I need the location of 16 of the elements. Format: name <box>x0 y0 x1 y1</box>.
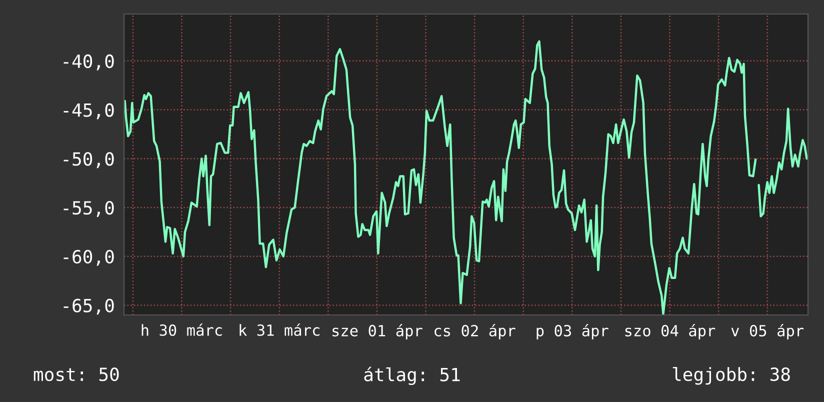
x-tick-label: sze 01 ápr <box>332 324 422 340</box>
x-tick-label: cs 02 ápr <box>434 324 516 340</box>
text: legjobb: 38 <box>672 367 790 385</box>
x-tick-label: p 03 ápr <box>536 324 608 340</box>
y-tick-label: -45,0 <box>64 103 114 120</box>
x-tick-label: h 30 márc <box>142 324 222 336</box>
x-tick-label: k 31 márc <box>240 324 320 336</box>
x-tick-label: szo 04 ápr <box>625 324 716 340</box>
x-tick-label: v 05 ápr <box>731 324 804 340</box>
y-tick-label: -60,0 <box>64 250 114 266</box>
y-tick-label: -50,0 <box>64 152 114 168</box>
y-tick-label: -65,0 <box>64 298 114 315</box>
y-tick-label: -40,0 <box>64 54 114 70</box>
y-tick-label: -55,0 <box>64 201 114 217</box>
text: átlag: 51 <box>364 366 460 386</box>
text: most: 50 <box>34 368 119 382</box>
